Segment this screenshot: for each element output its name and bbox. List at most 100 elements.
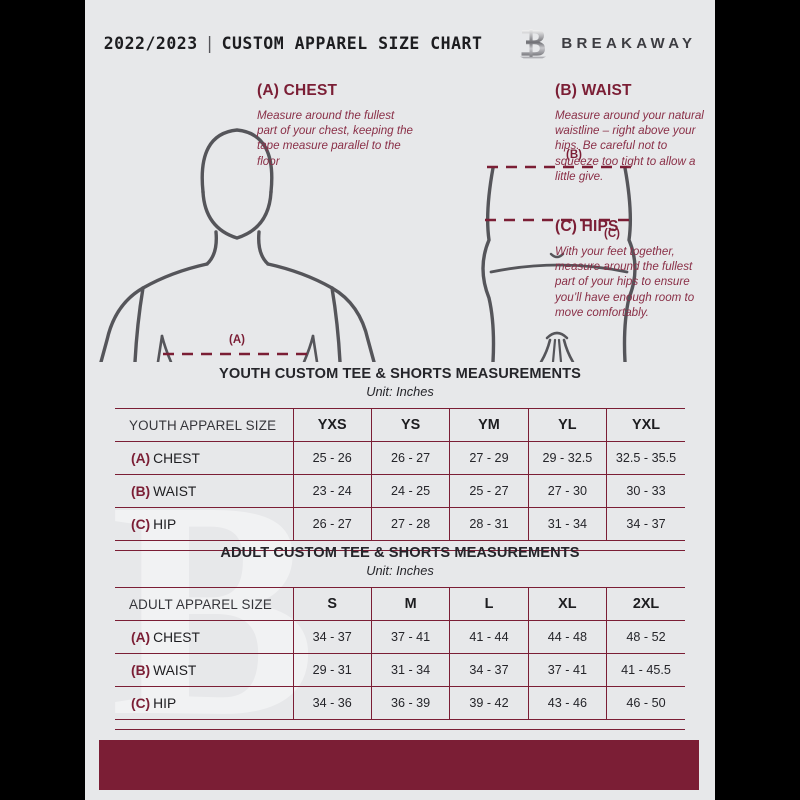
cell-youth-hip-yxs: 26 - 27 xyxy=(292,507,372,541)
cell-adult-waist-xl: 37 - 41 xyxy=(527,653,607,687)
youth-table-unit: Unit: Inches xyxy=(366,384,434,399)
table-row: (C) HIP 34 - 36 36 - 39 39 - 42 43 - 46 4… xyxy=(115,686,685,720)
adult-apparel-size-label: ADULT APPAREL SIZE xyxy=(115,587,293,621)
waist-marker-label: (B) xyxy=(566,149,582,161)
table-row: (B) WAIST 23 - 24 24 - 25 25 - 27 27 - 30… xyxy=(115,474,685,508)
breakaway-b-logo-icon xyxy=(518,27,548,59)
size-column-m: M xyxy=(370,587,450,621)
youth-apparel-size-label: YOUTH APPAREL SIZE xyxy=(115,408,293,442)
cell-youth-chest-yxs: 25 - 26 xyxy=(292,441,372,475)
size-column-yl: YL xyxy=(527,408,607,442)
row-name-hip: HIP xyxy=(153,516,177,532)
cell-adult-waist-2xl: 41 - 45.5 xyxy=(606,653,685,687)
cell-youth-waist-yl: 27 - 30 xyxy=(527,474,607,508)
row-name-waist: WAIST xyxy=(153,483,197,499)
brand-logo: BREAKAWAY xyxy=(518,27,696,59)
row-name-waist: WAIST xyxy=(153,662,197,678)
cell-youth-hip-yl: 31 - 34 xyxy=(527,507,607,541)
cell-adult-chest-2xl: 48 - 52 xyxy=(606,620,685,654)
table-header-row: ADULT APPAREL SIZE S M L XL 2XL xyxy=(115,587,685,621)
chest-marker-label: (A) xyxy=(229,334,245,346)
cell-adult-chest-xl: 44 - 48 xyxy=(527,620,607,654)
table-row: (C) HIP 26 - 27 27 - 28 28 - 31 31 - 34 3… xyxy=(115,507,685,541)
cell-youth-waist-ys: 24 - 25 xyxy=(370,474,450,508)
cell-youth-waist-yxl: 30 - 33 xyxy=(606,474,685,508)
cell-youth-chest-yl: 29 - 32.5 xyxy=(527,441,607,475)
header-separator: | xyxy=(204,33,215,53)
row-label-waist: (B) WAIST xyxy=(115,653,293,687)
instruction-chest: (A) CHEST Measure around the fullest par… xyxy=(257,82,417,169)
size-chart-page: B 2022/2023 | CUSTOM APPAREL SIZE CHART xyxy=(85,0,715,800)
instruction-hips-text: With your feet together, measure around … xyxy=(555,245,695,319)
row-tag-a: (A) xyxy=(131,450,151,466)
size-column-xl: XL xyxy=(527,587,607,621)
adult-table-title: ADULT CUSTOM TEE & SHORTS MEASUREMENTS xyxy=(220,545,580,561)
row-label-hip: (C) HIP xyxy=(115,686,293,720)
cell-youth-chest-yxl: 32.5 - 35.5 xyxy=(606,441,685,475)
cell-adult-chest-l: 41 - 44 xyxy=(449,620,529,654)
adult-table-bottom-rule xyxy=(115,729,685,730)
footer-accent-bar xyxy=(99,740,699,790)
row-tag-b: (B) xyxy=(131,483,151,499)
row-tag-c: (C) xyxy=(131,516,151,532)
instruction-hips: (C) HIPS With your feet together, measur… xyxy=(555,218,707,320)
upper-body-figure xyxy=(99,128,376,362)
brand-name: BREAKAWAY xyxy=(561,34,697,52)
size-column-ys: YS xyxy=(370,408,450,442)
youth-size-table: YOUTH APPAREL SIZE YXS YS YM YL YXL (A) C… xyxy=(115,408,685,541)
cell-youth-hip-ys: 27 - 28 xyxy=(370,507,450,541)
cell-adult-chest-m: 37 - 41 xyxy=(370,620,450,654)
row-label-chest: (A) CHEST xyxy=(115,441,293,475)
youth-size-section: YOUTH CUSTOM TEE & SHORTS MEASUREMENTS U… xyxy=(115,366,685,551)
youth-table-title: YOUTH CUSTOM TEE & SHORTS MEASUREMENTS xyxy=(219,366,581,382)
cell-youth-waist-yxs: 23 - 24 xyxy=(292,474,372,508)
instruction-waist-text: Measure around your natural waistline – … xyxy=(555,109,704,183)
row-label-waist: (B) WAIST xyxy=(115,474,293,508)
hips-marker-label: (C) xyxy=(604,228,620,240)
cell-adult-waist-m: 31 - 34 xyxy=(370,653,450,687)
cell-youth-chest-ym: 27 - 29 xyxy=(449,441,529,475)
cell-adult-hip-2xl: 46 - 50 xyxy=(606,686,685,720)
row-tag-a: (A) xyxy=(131,629,151,645)
row-name-chest: CHEST xyxy=(153,450,200,466)
size-column-yxl: YXL xyxy=(606,408,685,442)
measurement-figures: (A) (B) (C) (A) CHEST Measure around the… xyxy=(85,72,715,362)
page-header: 2022/2023 | CUSTOM APPAREL SIZE CHART xyxy=(85,26,715,60)
instruction-waist: (B) WAIST Measure around your natural wa… xyxy=(555,82,707,184)
header-season: 2022/2023 xyxy=(103,33,198,53)
size-column-l: L xyxy=(449,587,529,621)
cell-youth-waist-ym: 25 - 27 xyxy=(449,474,529,508)
page-title: CUSTOM APPAREL SIZE CHART xyxy=(221,33,483,53)
adult-size-section: ADULT CUSTOM TEE & SHORTS MEASUREMENTS U… xyxy=(115,545,685,730)
adult-table-unit: Unit: Inches xyxy=(366,563,434,578)
cell-adult-hip-xl: 43 - 46 xyxy=(527,686,607,720)
table-row: (B) WAIST 29 - 31 31 - 34 34 - 37 37 - 41… xyxy=(115,653,685,687)
size-column-yxs: YXS xyxy=(292,408,372,442)
table-header-row: YOUTH APPAREL SIZE YXS YS YM YL YXL xyxy=(115,408,685,442)
cell-adult-hip-l: 39 - 42 xyxy=(449,686,529,720)
youth-table-bottom-rule xyxy=(115,550,685,551)
cell-youth-chest-ys: 26 - 27 xyxy=(370,441,450,475)
size-column-s: S xyxy=(292,587,372,621)
instruction-chest-heading: (A) CHEST xyxy=(257,82,338,99)
row-tag-b: (B) xyxy=(131,662,151,678)
size-column-ym: YM xyxy=(449,408,529,442)
table-row: (A) CHEST 34 - 37 37 - 41 41 - 44 44 - 48… xyxy=(115,620,685,654)
cell-adult-hip-s: 34 - 36 xyxy=(292,686,372,720)
row-name-hip: HIP xyxy=(153,695,177,711)
instruction-waist-heading: (B) WAIST xyxy=(555,82,632,99)
row-name-chest: CHEST xyxy=(153,629,200,645)
cell-adult-waist-l: 34 - 37 xyxy=(449,653,529,687)
cell-adult-hip-m: 36 - 39 xyxy=(370,686,450,720)
adult-size-table: ADULT APPAREL SIZE S M L XL 2XL (A) CHEST… xyxy=(115,587,685,720)
table-row: (A) CHEST 25 - 26 26 - 27 27 - 29 29 - 32… xyxy=(115,441,685,475)
cell-youth-hip-ym: 28 - 31 xyxy=(449,507,529,541)
instruction-hips-heading: (C) HIPS xyxy=(555,218,619,235)
row-label-chest: (A) CHEST xyxy=(115,620,293,654)
cell-adult-waist-s: 29 - 31 xyxy=(292,653,372,687)
size-column-2xl: 2XL xyxy=(606,587,685,621)
instruction-chest-text: Measure around the fullest part of your … xyxy=(257,109,413,168)
lower-body-figure xyxy=(481,166,637,362)
row-tag-c: (C) xyxy=(131,695,151,711)
row-label-hip: (C) HIP xyxy=(115,507,293,541)
